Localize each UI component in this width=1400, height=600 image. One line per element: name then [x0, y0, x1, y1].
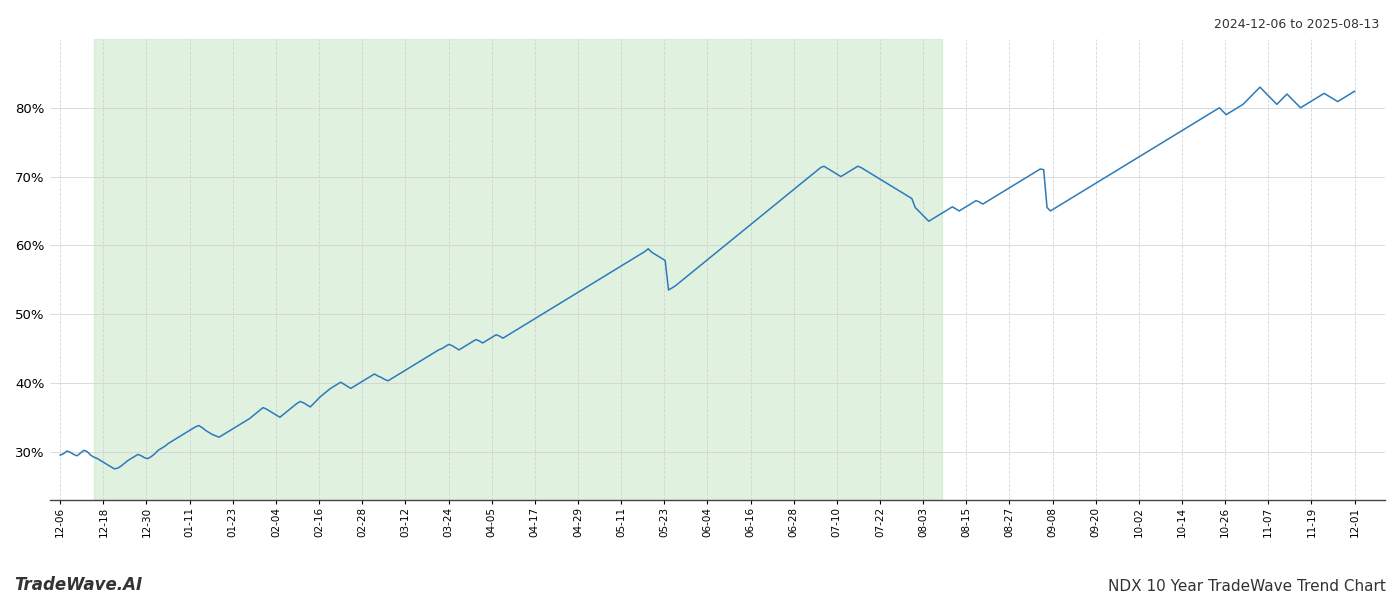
Bar: [94, 39, 942, 500]
Text: 2024-12-06 to 2025-08-13: 2024-12-06 to 2025-08-13: [1214, 18, 1379, 31]
Text: NDX 10 Year TradeWave Trend Chart: NDX 10 Year TradeWave Trend Chart: [1109, 579, 1386, 594]
Text: TradeWave.AI: TradeWave.AI: [14, 576, 143, 594]
